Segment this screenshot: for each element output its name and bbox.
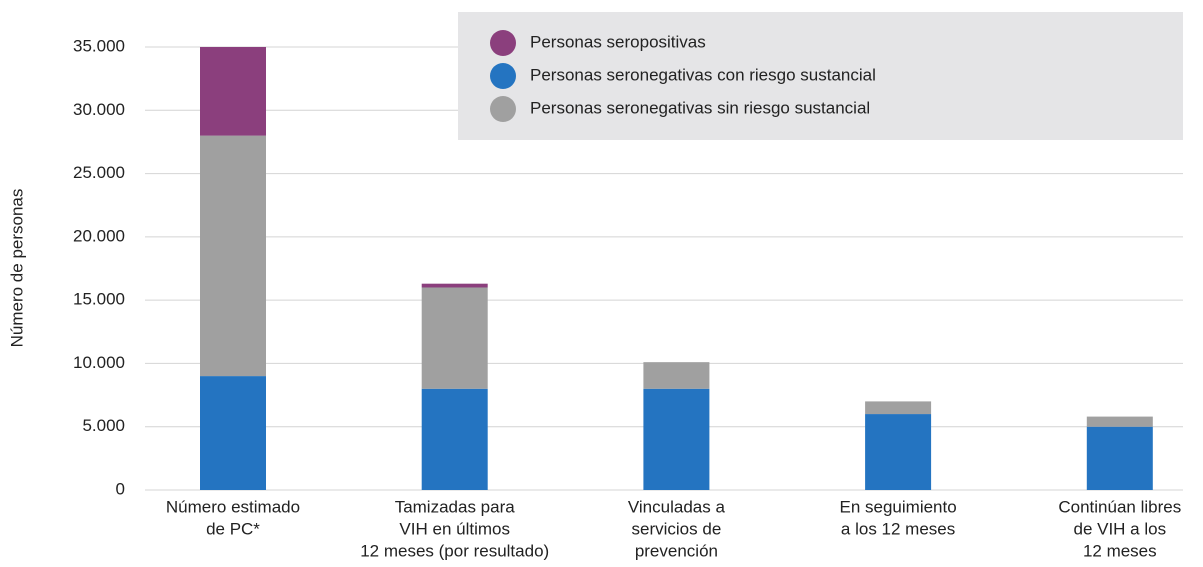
y-tick-label: 35.000 [73, 36, 125, 55]
x-tick-label: servicios de [632, 519, 722, 538]
y-axis-label: Número de personas [7, 189, 26, 348]
bar-segment [865, 414, 932, 490]
x-tick-label: En seguimiento [840, 497, 957, 516]
x-tick-label: de PC* [206, 519, 260, 538]
x-tick-label: Tamizadas para [395, 497, 516, 516]
x-tick-label: VIH en últimos [399, 519, 510, 538]
legend-label: Personas seropositivas [530, 32, 706, 51]
y-tick-label: 25.000 [73, 163, 125, 182]
bar-segment [643, 362, 710, 389]
x-tick-label: prevención [635, 541, 718, 560]
bar-segment [200, 376, 266, 490]
x-tick-label: Vinculadas a [628, 497, 726, 516]
y-tick-label: 20.000 [73, 226, 125, 245]
x-tick-label: 12 meses [1083, 541, 1157, 560]
legend-swatch [490, 96, 516, 122]
bar-segment [643, 388, 710, 490]
legend-box [458, 12, 1183, 140]
bar-segment [421, 283, 488, 288]
y-tick-label: 30.000 [73, 100, 125, 119]
bar-segment [200, 47, 266, 136]
bar-segment [421, 388, 488, 490]
bar-segment [421, 287, 488, 389]
bar-segment [200, 135, 266, 377]
bar-segment [1086, 426, 1153, 490]
bar-segment [1086, 416, 1153, 427]
legend-label: Personas seronegativas con riesgo sustan… [530, 65, 876, 84]
x-tick-label: Continúan libres [1058, 497, 1181, 516]
legend-label: Personas seronegativas sin riesgo sustan… [530, 98, 870, 117]
x-tick-label: 12 meses (por resultado) [360, 541, 549, 560]
y-tick-label: 15.000 [73, 290, 125, 309]
y-tick-label: 0 [116, 479, 125, 498]
y-tick-label: 5.000 [82, 416, 125, 435]
x-tick-label: a los 12 meses [841, 519, 955, 538]
x-tick-label: Número estimado [166, 497, 300, 516]
legend-swatch [490, 30, 516, 56]
legend-swatch [490, 63, 516, 89]
x-tick-label: de VIH a los [1073, 519, 1166, 538]
bar-segment [865, 401, 932, 415]
y-tick-label: 10.000 [73, 353, 125, 372]
